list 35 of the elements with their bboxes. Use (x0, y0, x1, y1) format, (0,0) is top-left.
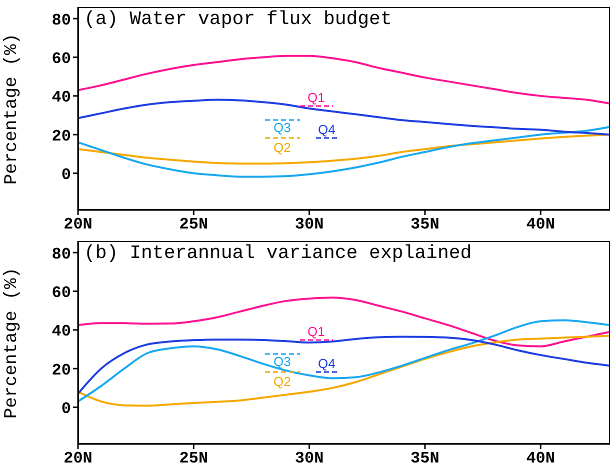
legend-label: Q2 (274, 140, 291, 155)
y-tick-label: 60 (52, 284, 71, 302)
x-tick-label: 40N (526, 215, 556, 234)
series-label: Q4 (318, 356, 336, 371)
y-tick-label: 40 (52, 88, 71, 107)
text: Q1 (308, 90, 325, 105)
x-tick-label: 20N (64, 215, 92, 234)
y-tick-label: 60 (52, 50, 71, 68)
series-label: Q1 (308, 324, 325, 339)
y-tick-label: 40 (52, 322, 71, 341)
x-tick-label: 35N (410, 215, 440, 234)
y-axis-title: Percentage (%) (2, 266, 22, 418)
y-tick-label: 20 (52, 127, 71, 146)
y-tick-label: 0 (61, 166, 71, 184)
y-tick-label: 20 (52, 361, 71, 380)
y-tick-label: 80 (52, 11, 71, 30)
chart-title: (a) Water vapor flux budget (84, 8, 392, 30)
legend-label: Q3 (274, 120, 291, 135)
y-tick-label: 80 (52, 245, 71, 264)
line-series (78, 54, 610, 105)
x-tick-label: 40N (526, 449, 556, 468)
line-series (78, 319, 610, 402)
legend-label: Q3 (274, 354, 291, 369)
x-tick-label: 25N (179, 449, 208, 468)
x-tick-label: 35N (410, 449, 440, 468)
y-axis-title: Percentage (%) (2, 32, 22, 184)
series-label: Q4 (318, 122, 336, 137)
line-series (78, 296, 610, 348)
x-tick-label: 30N (294, 449, 324, 468)
x-tick-label: 25N (179, 215, 208, 234)
legend-label: Q2 (274, 374, 291, 389)
x-tick-label: 20N (64, 449, 92, 468)
x-tick-label: 30N (294, 215, 324, 234)
y-tick-label: 0 (61, 400, 71, 418)
chart-title: (b) Interannual variance explained (84, 242, 472, 264)
